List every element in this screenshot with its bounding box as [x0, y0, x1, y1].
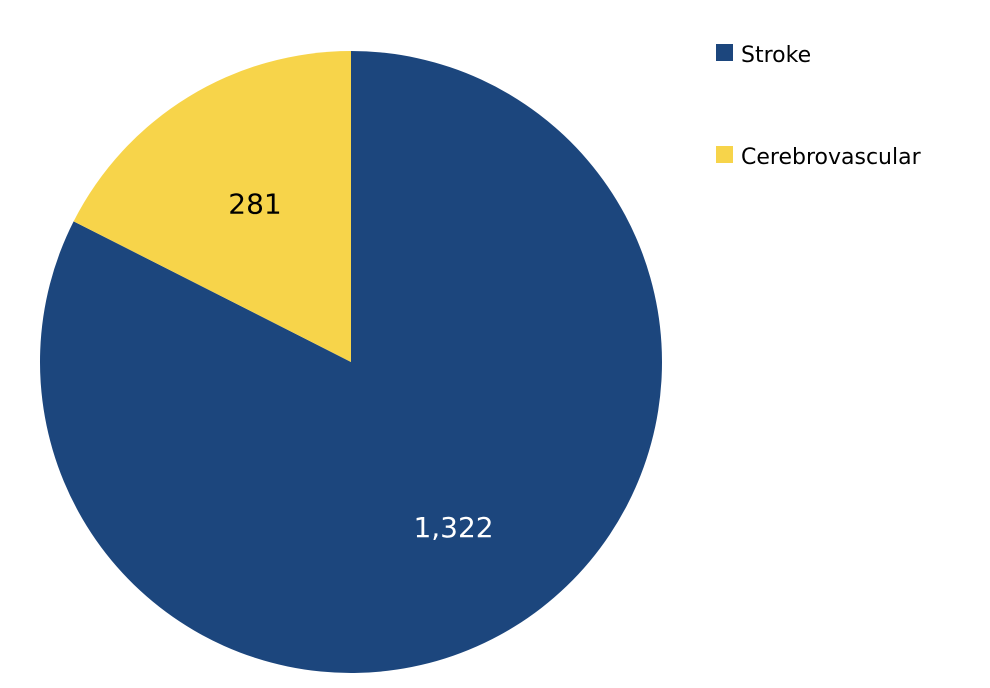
data-label-stroke: 1,322 — [413, 511, 493, 544]
legend-swatch-stroke — [716, 44, 733, 61]
data-label-cerebrovascular: 281 — [228, 188, 281, 221]
pie-slice-cerebrovascular — [73, 51, 351, 362]
legend-label-stroke: Stroke — [741, 43, 811, 68]
legend-label-cerebrovascular: Cerebrovascular — [741, 145, 922, 170]
legend: Stroke Cerebrovascular — [716, 43, 922, 170]
legend-swatch-cerebrovascular — [716, 146, 733, 163]
pie-data-labels: 1,322 281 — [228, 188, 493, 544]
pie-slices — [39, 51, 663, 673]
